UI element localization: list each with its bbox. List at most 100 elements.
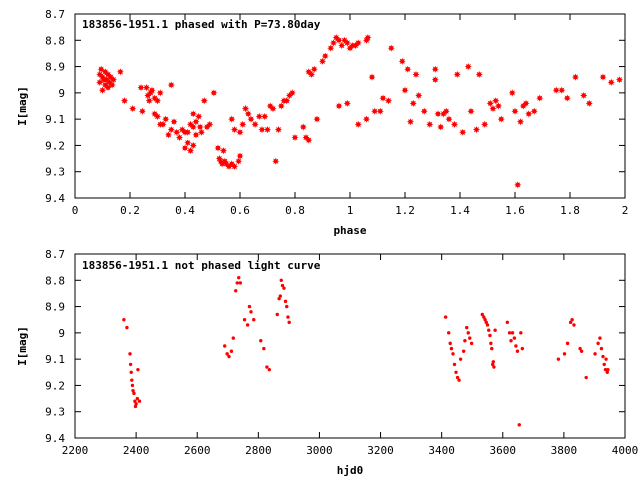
- data-point: [280, 283, 285, 288]
- data-point: [167, 81, 175, 89]
- data-point: [239, 120, 247, 128]
- data-point: [472, 126, 481, 134]
- data-point: [137, 399, 142, 403]
- data-point: [454, 370, 458, 374]
- data-point: [247, 115, 255, 123]
- data-point: [313, 115, 321, 123]
- data-point: [568, 320, 573, 325]
- data-point: [137, 84, 145, 92]
- data-point: [128, 352, 132, 356]
- data-point: [173, 128, 181, 136]
- x-tick-label: 1.8: [560, 204, 580, 217]
- y-axis-label: I[mag]: [16, 86, 29, 126]
- data-point: [489, 105, 497, 113]
- data-point: [214, 144, 222, 152]
- data-point: [494, 102, 503, 110]
- data-point: [122, 318, 126, 322]
- data-point: [599, 346, 604, 351]
- data-point: [259, 339, 263, 343]
- data-point: [274, 126, 283, 134]
- data-point: [269, 105, 277, 113]
- data-point: [335, 102, 343, 110]
- data-point: [275, 312, 279, 317]
- data-point: [142, 84, 151, 92]
- data-point: [153, 112, 162, 121]
- data-point: [258, 126, 266, 134]
- x-axis-label: phase: [333, 224, 366, 237]
- data-point: [443, 315, 448, 319]
- data-point: [170, 118, 178, 126]
- data-point: [426, 120, 434, 128]
- data-point: [602, 362, 606, 367]
- data-point: [318, 57, 327, 65]
- data-point: [519, 331, 523, 335]
- data-point: [128, 362, 133, 367]
- data-point: [162, 115, 170, 123]
- data-point: [196, 123, 204, 131]
- y-tick-label: 9: [58, 87, 65, 100]
- data-point: [307, 70, 316, 79]
- data-point: [120, 97, 129, 105]
- y-axis-label: I[mag]: [16, 326, 29, 366]
- x-tick-label: 2400: [123, 444, 150, 457]
- data-point: [108, 81, 116, 89]
- data-point: [305, 136, 313, 144]
- data-point: [604, 357, 608, 361]
- data-point: [507, 331, 512, 335]
- data-point: [480, 312, 485, 317]
- data-point: [235, 281, 239, 285]
- data-point: [285, 304, 289, 309]
- data-point: [491, 360, 496, 364]
- data-point: [434, 110, 442, 118]
- data-point: [475, 70, 483, 79]
- data-point: [412, 70, 420, 79]
- data-point: [282, 286, 286, 290]
- data-point: [446, 331, 451, 335]
- data-point: [227, 354, 231, 359]
- data-point: [241, 105, 250, 113]
- data-point: [514, 344, 518, 348]
- data-point: [457, 378, 461, 382]
- data-point: [451, 352, 455, 356]
- x-axis-label: hjd0: [337, 464, 364, 477]
- data-point: [453, 70, 461, 79]
- data-point: [354, 39, 362, 47]
- data-point: [335, 36, 343, 44]
- data-point: [492, 365, 496, 369]
- data-point: [148, 86, 156, 94]
- data-point: [398, 57, 406, 65]
- data-point: [536, 94, 544, 102]
- data-point: [362, 115, 371, 123]
- data-point: [235, 157, 243, 165]
- chart-title: 183856-1951.1 not phased light curve: [82, 259, 321, 272]
- data-point: [184, 139, 192, 147]
- y-tick-label: 8.9: [45, 301, 65, 314]
- y-tick-label: 9.1: [45, 113, 65, 126]
- x-tick-label: 3800: [551, 444, 578, 457]
- data-point: [265, 365, 269, 369]
- y-tick-label: 8.7: [45, 248, 65, 261]
- data-point: [466, 331, 470, 335]
- data-point: [530, 107, 538, 115]
- phased-light-curve-panel: 0 0.2 0.4 0.6 0.8 1 1.2 1.4 1.6 1.8 2 8.7 8.8 8.9 9 9.1…: [16, 8, 628, 237]
- data-point: [321, 52, 329, 60]
- x-tick-label: 0.6: [230, 204, 250, 217]
- data-point: [299, 123, 307, 131]
- x-tick-label: 2800: [245, 444, 272, 457]
- y-tick-label: 9.2: [45, 139, 65, 152]
- data-point: [229, 349, 234, 353]
- data-point: [225, 352, 229, 356]
- data-point: [570, 318, 574, 322]
- data-point: [596, 341, 600, 346]
- data-point: [431, 65, 439, 73]
- data-point: [97, 65, 105, 73]
- data-point: [329, 39, 338, 47]
- data-point: [283, 299, 288, 304]
- data-point: [189, 141, 197, 150]
- data-point: [467, 107, 475, 115]
- data-point: [133, 404, 138, 409]
- data-point: [486, 99, 494, 107]
- x-tick-label: 0.2: [120, 204, 140, 217]
- data-point: [238, 281, 243, 285]
